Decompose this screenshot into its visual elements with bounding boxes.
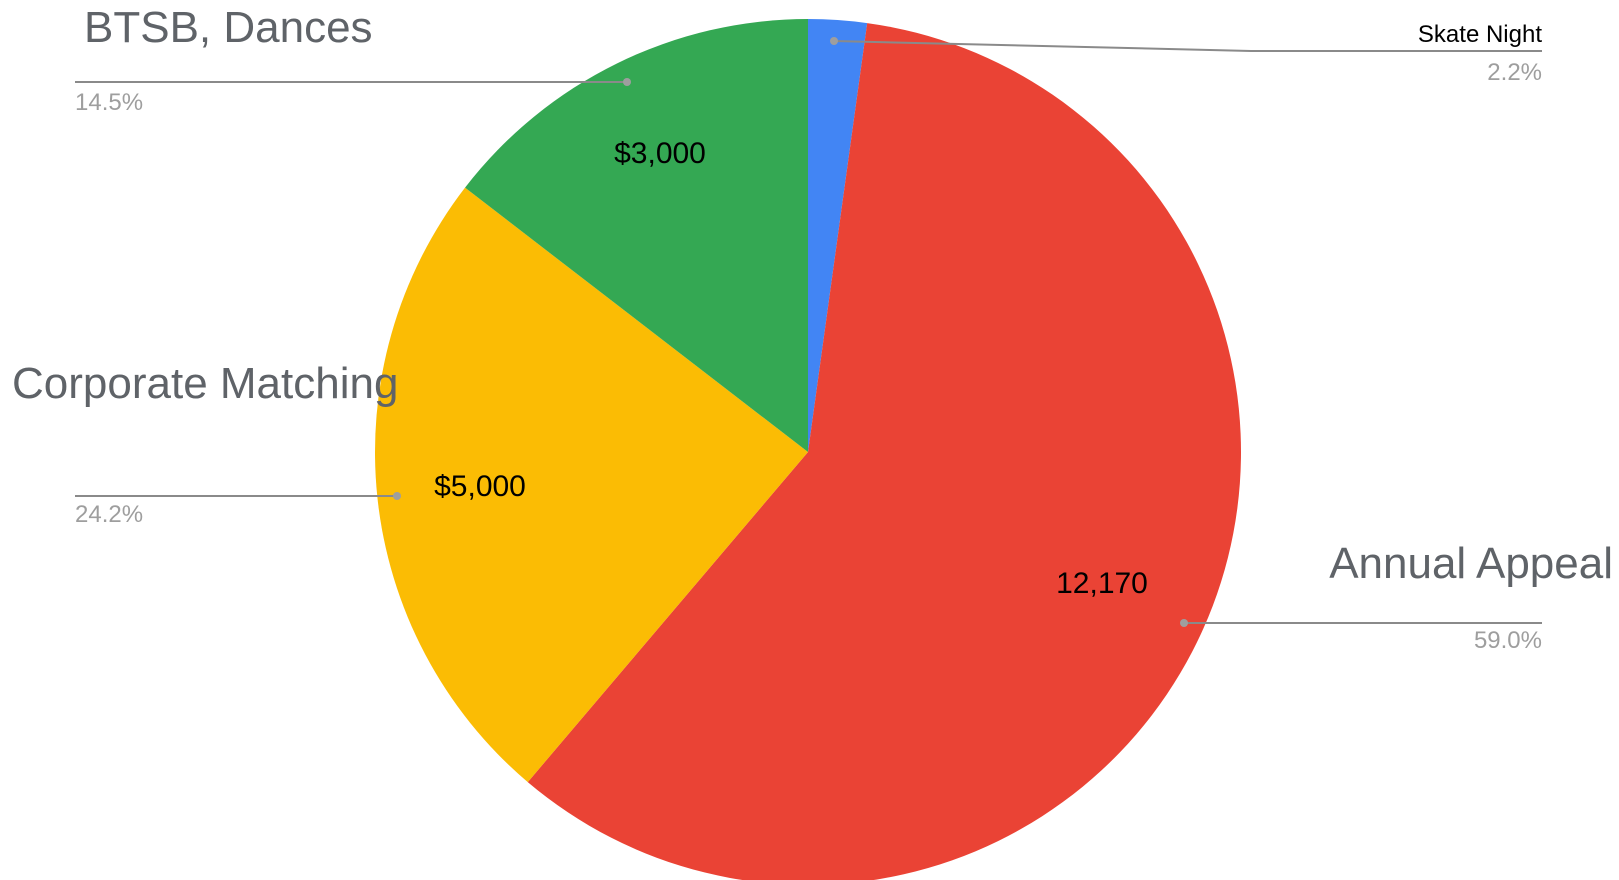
pie-slices (375, 19, 1241, 880)
slice-label-btsb-dances: BTSB, Dances (84, 3, 373, 52)
slice-percent-skate-night: 2.2% (1487, 59, 1542, 86)
slice-value-btsb-dances: $3,000 (614, 137, 706, 170)
slice-percent-annual-appeal: 59.0% (1474, 627, 1542, 654)
slice-value-annual-appeal: 12,170 (1056, 567, 1148, 600)
leader-dot-annual-appeal (1180, 619, 1188, 627)
leader-dot-skate-night (830, 37, 838, 45)
slice-labels: Skate Night 2.2% BTSB, Dances 14.5% Corp… (12, 3, 1613, 654)
leader-line-skate-night (833, 40, 1542, 52)
leader-lines (75, 37, 1542, 627)
slice-value-corporate-matching: $5,000 (434, 470, 526, 503)
slice-label-annual-appeal: Annual Appeal (1329, 539, 1613, 588)
slice-value-labels: $3,000 $5,000 12,170 (434, 137, 1148, 600)
slice-percent-btsb-dances: 14.5% (75, 89, 143, 116)
pie-slice-btsb-dances (465, 19, 808, 452)
slice-percent-corporate-matching: 24.2% (75, 501, 143, 528)
leader-dot-btsb-dances (623, 78, 631, 86)
pie-slice-skate-night (808, 19, 868, 452)
leader-dot-corporate-matching (393, 492, 401, 500)
pie-slice-corporate-matching (375, 187, 808, 783)
slice-label-corporate-matching: Corporate Matching (12, 359, 398, 408)
pie-slice-annual-appeal (527, 23, 1241, 880)
slice-label-skate-night: Skate Night (1418, 21, 1542, 48)
